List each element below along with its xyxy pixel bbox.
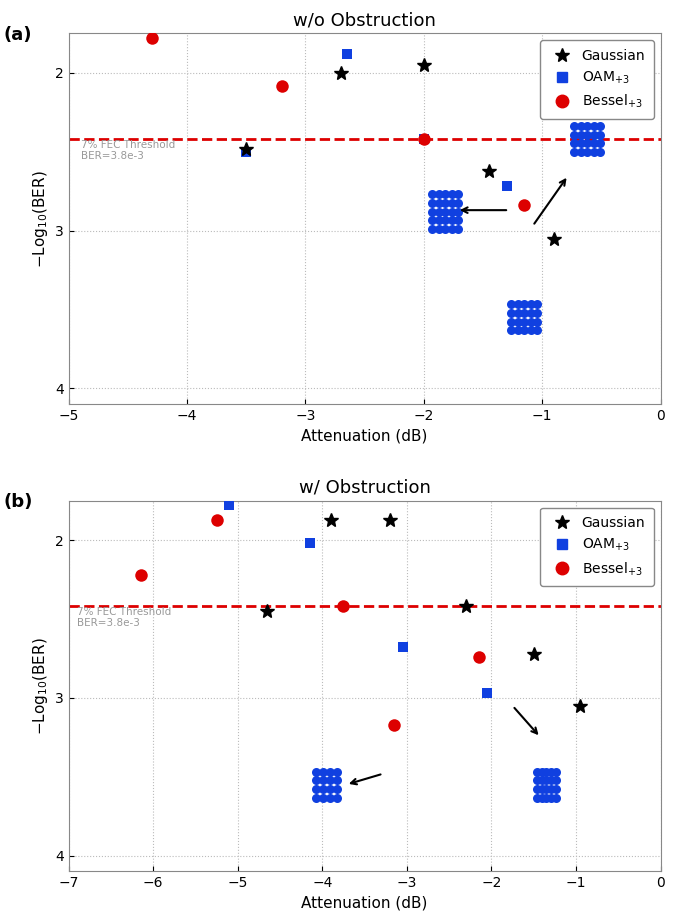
Y-axis label: $-\mathrm{Log}_{10}(\mathrm{BER})$: $-\mathrm{Log}_{10}(\mathrm{BER})$ xyxy=(30,637,49,735)
Legend: Gaussian, OAM$_{+3}$, Bessel$_{+3}$: Gaussian, OAM$_{+3}$, Bessel$_{+3}$ xyxy=(540,41,654,119)
X-axis label: Attenuation (dB): Attenuation (dB) xyxy=(301,429,428,443)
Title: w/ Obstruction: w/ Obstruction xyxy=(299,479,431,496)
Title: w/o Obstruction: w/o Obstruction xyxy=(293,11,436,30)
Legend: Gaussian, OAM$_{+3}$, Bessel$_{+3}$: Gaussian, OAM$_{+3}$, Bessel$_{+3}$ xyxy=(540,508,654,586)
Text: (a): (a) xyxy=(3,26,32,44)
Text: (b): (b) xyxy=(3,493,33,512)
Y-axis label: $-\mathrm{Log}_{10}(\mathrm{BER})$: $-\mathrm{Log}_{10}(\mathrm{BER})$ xyxy=(30,170,49,267)
Text: 7% FEC Threshold
BER=3.8e-3: 7% FEC Threshold BER=3.8e-3 xyxy=(80,139,175,161)
Text: 7% FEC Threshold
BER=3.8e-3: 7% FEC Threshold BER=3.8e-3 xyxy=(77,607,172,629)
X-axis label: Attenuation (dB): Attenuation (dB) xyxy=(301,896,428,911)
